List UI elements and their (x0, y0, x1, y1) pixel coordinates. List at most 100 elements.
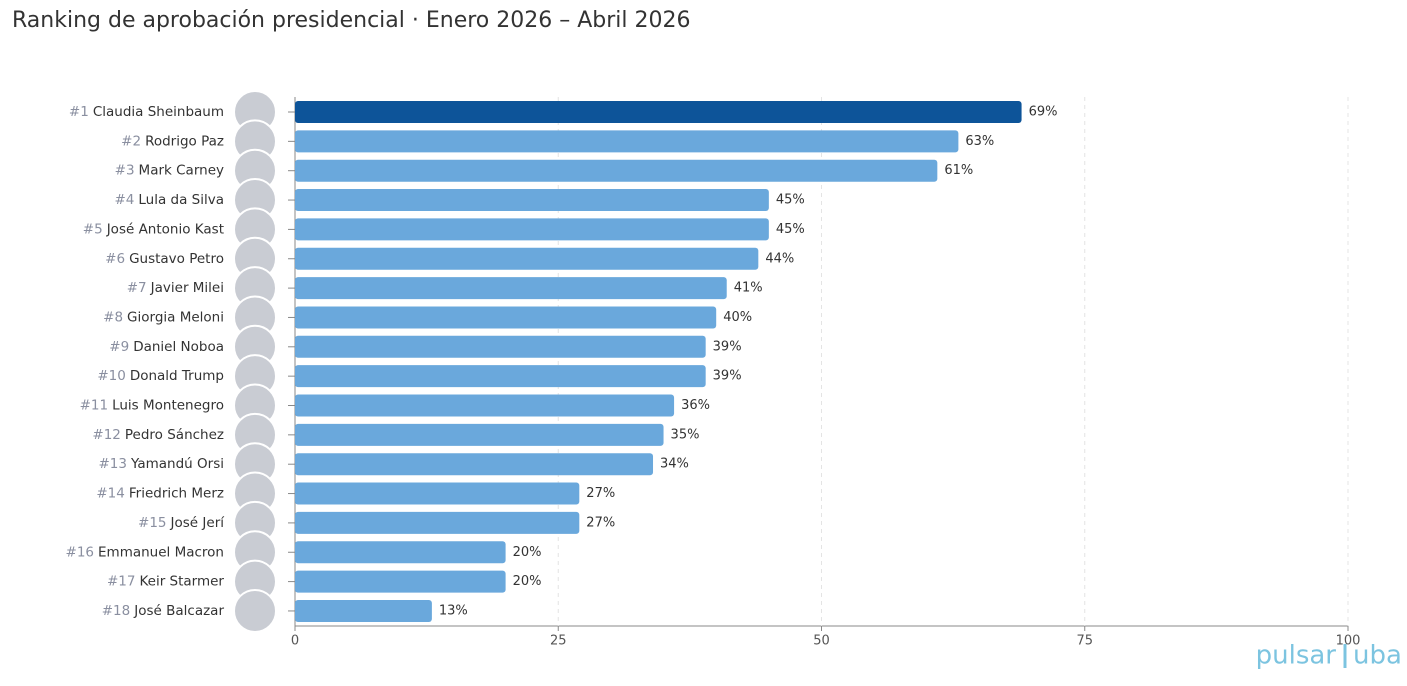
value-label: 41% (734, 281, 763, 296)
x-tick-label: 25 (550, 634, 567, 649)
name: José Antonio Kast (106, 221, 224, 237)
name: Mark Carney (139, 163, 224, 179)
value-label: 36% (681, 398, 710, 413)
name: Friedrich Merz (129, 486, 224, 502)
category-label: #6 Gustavo Petro (105, 251, 224, 267)
x-tick-label: 100 (1336, 634, 1361, 649)
bar (295, 365, 706, 388)
value-label: 45% (776, 222, 805, 237)
bar (295, 306, 717, 329)
category-label: #16 Emmanuel Macron (66, 544, 224, 560)
name: José Jerí (170, 515, 226, 531)
name: Emmanuel Macron (98, 544, 224, 560)
value-label: 35% (671, 427, 700, 442)
bar (295, 453, 654, 476)
rank: #14 (96, 486, 125, 502)
rank: #7 (127, 280, 147, 296)
value-label: 27% (586, 486, 615, 501)
value-label: 39% (713, 369, 742, 384)
logo-left: pulsar (1256, 641, 1337, 671)
bar (295, 482, 580, 505)
avatar (233, 588, 277, 633)
category-label: #2 Rodrigo Paz (121, 133, 224, 149)
name: Javier Milei (150, 280, 224, 296)
value-label: 20% (513, 545, 542, 560)
rank: #13 (98, 456, 127, 472)
bar (295, 394, 675, 417)
rank: #2 (121, 133, 141, 149)
bar (295, 541, 506, 564)
value-label: 13% (439, 603, 468, 618)
rank: #10 (97, 368, 126, 384)
category-label: #5 José Antonio Kast (83, 221, 224, 237)
category-label: #9 Daniel Noboa (109, 339, 224, 355)
bar (295, 277, 727, 300)
rank: #11 (80, 398, 109, 414)
bar (295, 247, 759, 270)
value-label: 20% (513, 574, 542, 589)
rank: #3 (115, 163, 135, 179)
rank: #9 (109, 339, 129, 355)
rank: #8 (103, 309, 123, 325)
rank: #17 (107, 574, 136, 590)
name: Pedro Sánchez (125, 427, 224, 443)
bar (295, 159, 938, 182)
category-label: #3 Mark Carney (115, 163, 224, 179)
x-tick-label: 50 (813, 634, 830, 649)
category-label: #12 Pedro Sánchez (92, 427, 224, 443)
chart-title: Ranking de aprobación presidencial · Ene… (12, 8, 691, 33)
name: Keir Starmer (139, 574, 224, 590)
rank: #5 (83, 221, 103, 237)
category-label: #15 José Jerí (138, 515, 225, 531)
bar (295, 570, 506, 593)
bar (295, 189, 769, 212)
category-label: #11 Luis Montenegro (80, 398, 224, 414)
name: Lula da Silva (138, 192, 224, 208)
rank: #6 (105, 251, 125, 267)
rank: #1 (69, 104, 89, 120)
category-label: #10 Donald Trump (97, 368, 224, 384)
category-label: #7 Javier Milei (127, 280, 224, 296)
value-label: 61% (944, 163, 973, 178)
bar (295, 599, 432, 622)
category-label: #4 Lula da Silva (114, 192, 224, 208)
rank: #15 (138, 515, 167, 531)
name: Claudia Sheinbaum (93, 104, 224, 120)
name: Rodrigo Paz (145, 133, 224, 149)
rank: #16 (66, 544, 95, 560)
value-label: 34% (660, 457, 689, 472)
bar (295, 101, 1022, 123)
name: Donald Trump (130, 368, 224, 384)
name: Gustavo Petro (129, 251, 224, 267)
x-tick-label: 0 (291, 634, 299, 649)
value-label: 44% (765, 251, 794, 266)
rank: #18 (102, 603, 131, 619)
category-label: #8 Giorgia Meloni (103, 309, 224, 325)
bar (295, 423, 664, 446)
name: Yamandú Orsi (130, 456, 224, 472)
value-label: 63% (965, 134, 994, 149)
value-label: 45% (776, 193, 805, 208)
bar (295, 335, 706, 358)
value-label: 69% (1029, 105, 1058, 120)
category-label: #17 Keir Starmer (107, 574, 224, 590)
category-label: #14 Friedrich Merz (96, 486, 224, 502)
logo-right: uba (1353, 641, 1402, 671)
rank: #4 (114, 192, 134, 208)
name: Daniel Noboa (133, 339, 224, 355)
name: Giorgia Meloni (127, 309, 224, 325)
bar (295, 130, 959, 153)
category-label: #1 Claudia Sheinbaum (69, 104, 224, 120)
x-tick-label: 75 (1076, 634, 1093, 649)
bar (295, 218, 769, 241)
rank: #12 (92, 427, 121, 443)
value-label: 40% (723, 310, 752, 325)
value-label: 27% (586, 515, 615, 530)
name: José Balcazar (133, 603, 224, 619)
category-label: #13 Yamandú Orsi (98, 456, 224, 472)
name: Luis Montenegro (112, 398, 224, 414)
bar (295, 511, 580, 534)
value-label: 39% (713, 339, 742, 354)
category-label: #18 José Balcazar (102, 603, 225, 619)
